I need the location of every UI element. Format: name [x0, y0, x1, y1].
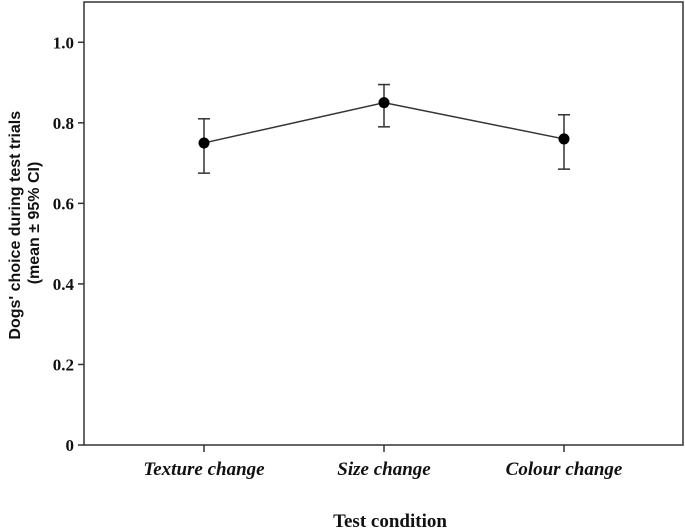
y-tick-label: 0 [66, 436, 75, 455]
y-axis-ticks: 0 0.2 0.4 0.6 0.8 1.0 [53, 33, 84, 455]
y-axis-label-line-2: (mean ± 95% CI) [26, 162, 43, 285]
plot-frame [83, 1, 684, 446]
x-tick-label: Colour change [506, 459, 623, 480]
data-point [378, 97, 390, 109]
y-axis-label-line-1: Dogs' choice during test trials [7, 111, 24, 340]
y-tick-label: 0.8 [53, 114, 74, 133]
y-tick-label: 0.6 [53, 194, 74, 213]
x-tick-label: Texture change [143, 459, 265, 480]
x-axis-ticks: Texture change Size change Colour change [143, 445, 623, 480]
data-point [198, 137, 210, 149]
y-tick-label: 0.2 [53, 355, 74, 374]
x-tick-label: Size change [337, 459, 431, 480]
y-axis-label: Dogs' choice during test trials (mean ± … [7, 106, 43, 339]
y-tick-label: 0.4 [53, 275, 75, 294]
data-points [198, 97, 570, 149]
data-point [558, 133, 570, 145]
y-tick-label: 1.0 [53, 33, 74, 52]
x-axis-label: Test condition [333, 511, 447, 529]
